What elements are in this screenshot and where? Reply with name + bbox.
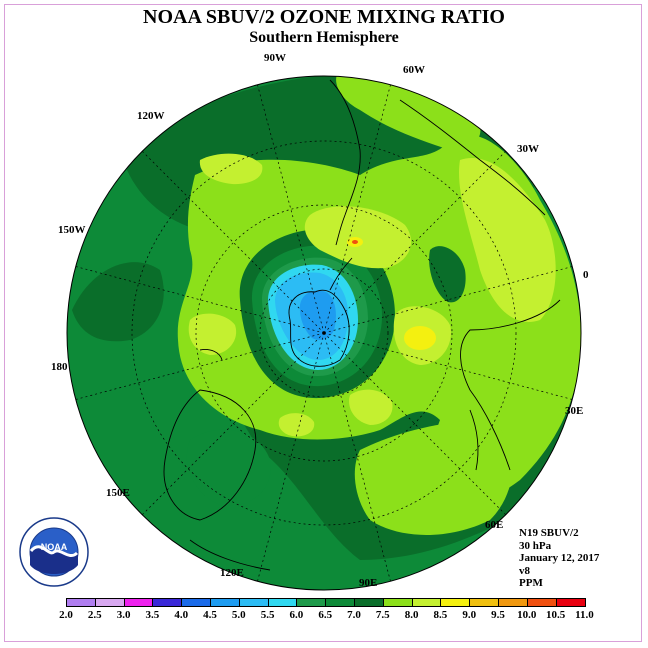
south-america-coast bbox=[329, 79, 361, 246]
lon-label-0: 0 bbox=[583, 269, 589, 281]
colorbar-swatch bbox=[95, 599, 125, 606]
colorbar-tick-label: 6.0 bbox=[289, 609, 304, 621]
ozone-level-7.5-north-patch bbox=[336, 76, 481, 150]
colorbar-tick-label: 8.5 bbox=[433, 609, 448, 621]
colorbar-tick-label: 10.5 bbox=[545, 609, 566, 621]
colorbar-tick-label: 3.0 bbox=[116, 609, 131, 621]
antarctic-peninsula bbox=[329, 257, 353, 291]
colorbar-swatch bbox=[498, 599, 528, 606]
noaa-logo: NOAA bbox=[19, 517, 89, 587]
lon-label-150w: 150W bbox=[58, 224, 86, 236]
info-satellite: N19 SBUV/2 bbox=[519, 527, 579, 539]
ozone-level-7.5-south-patch bbox=[354, 420, 513, 535]
latitude-ring-60 bbox=[195, 204, 453, 462]
ozone-level-7.0-west-pocket bbox=[72, 262, 164, 342]
colorbar-swatch bbox=[412, 599, 442, 606]
colorbar-tick-label: 2.0 bbox=[59, 609, 73, 621]
colorbar-swatch bbox=[383, 599, 413, 606]
latitude-ring-75 bbox=[259, 268, 389, 398]
info-version: v8 bbox=[519, 564, 530, 577]
map-title: NOAA SBUV/2 OZONE MIXING RATIO bbox=[143, 6, 505, 28]
latitude-ring-45 bbox=[131, 140, 517, 526]
info-level: 30 hPa bbox=[519, 539, 552, 552]
indonesia-coast bbox=[189, 539, 271, 571]
lon-label-120e: 120E bbox=[220, 567, 244, 579]
ozone-level-8.0-small bbox=[278, 413, 315, 437]
lon-label-30e: 30E bbox=[565, 405, 583, 417]
colorbar-tick-label: 7.5 bbox=[375, 609, 390, 621]
info-units: PPM bbox=[519, 577, 543, 589]
colorbar-tick-label: 9.5 bbox=[491, 609, 505, 621]
colorbar-ticks: 2.0 2.5 3.0 3.5 4.0 4.5 5.0 5.5 6.0 6.5 7.0 7.5 8.0 8… bbox=[52, 609, 612, 623]
colorbar-swatch bbox=[210, 599, 240, 606]
ozone-field bbox=[67, 76, 581, 590]
ozone-level-7.0-pocket bbox=[429, 246, 466, 303]
ozone-level-6.5-australia bbox=[186, 429, 271, 506]
colorbar-swatch bbox=[470, 599, 499, 606]
colorbar-tick-label: 2.5 bbox=[87, 609, 102, 621]
ozone-level-8.0-northwest bbox=[199, 153, 263, 185]
antarctica-coast bbox=[288, 289, 350, 367]
colorbar-tick-label: 10.0 bbox=[517, 609, 537, 621]
colorbar-tick-label: 6.5 bbox=[318, 609, 333, 621]
colorbar-swatch bbox=[67, 599, 96, 606]
colorbar-tick-label: 8.0 bbox=[404, 609, 419, 621]
colorbar bbox=[66, 598, 587, 607]
ozone-level-8.0-west bbox=[188, 313, 237, 355]
colorbar-tick-label: 4.0 bbox=[174, 609, 189, 621]
coastlines bbox=[163, 79, 561, 571]
colorbar-swatch bbox=[182, 599, 211, 606]
colorbar-swatch bbox=[268, 599, 298, 606]
lon-label-30w: 30W bbox=[517, 143, 539, 155]
longitude-labels: 90W 60W 30W 0 30E 60E 90E 120E 150E 180 … bbox=[51, 52, 589, 589]
lon-label-90e: 90E bbox=[359, 577, 377, 589]
ozone-level-4.5 bbox=[299, 290, 336, 340]
colorbar-tick-label: 3.5 bbox=[145, 609, 160, 621]
colorbar-swatch bbox=[153, 599, 183, 606]
colorbar-tick-label: 5.0 bbox=[231, 609, 246, 621]
ozone-level-10.0-dot bbox=[352, 240, 358, 244]
colorbar-tick-label: 4.5 bbox=[203, 609, 217, 621]
colorbar-swatch bbox=[527, 599, 557, 606]
lon-label-90w: 90W bbox=[264, 52, 286, 64]
colorbar-swatch bbox=[297, 599, 327, 606]
ozone-level-8.0-east bbox=[459, 158, 556, 322]
ozone-level-8.0-drake bbox=[304, 206, 412, 269]
colorbar-swatch bbox=[124, 599, 154, 606]
lon-label-180: 180 bbox=[51, 361, 68, 373]
africa-coast bbox=[460, 299, 561, 471]
ozone-level-8.5-spot bbox=[404, 326, 436, 350]
map-boundary bbox=[66, 75, 582, 591]
colorbar-swatch bbox=[441, 599, 471, 606]
graticule bbox=[75, 84, 573, 582]
colorbar-swatch bbox=[354, 599, 384, 606]
lon-label-120w: 120W bbox=[137, 110, 165, 122]
image-frame bbox=[4, 4, 642, 642]
new-zealand-coast bbox=[199, 349, 223, 361]
australia-coast bbox=[163, 389, 257, 521]
south-america-east-coast bbox=[399, 99, 546, 216]
map-subtitle: Southern Hemisphere bbox=[249, 29, 399, 46]
colorbar-swatch bbox=[556, 599, 586, 606]
colorbar-tick-label: 9.0 bbox=[462, 609, 477, 621]
map-info: N19 SBUV/2 30 hPa January 12, 2017 v8 PP… bbox=[519, 527, 599, 590]
ozone-level-8.0-south bbox=[349, 389, 393, 425]
lon-label-150e: 150E bbox=[106, 487, 130, 499]
colorbar-swatch bbox=[326, 599, 355, 606]
noaa-logo-text: NOAA bbox=[41, 542, 68, 552]
lon-label-60e: 60E bbox=[485, 519, 503, 531]
colorbar-swatch bbox=[239, 599, 269, 606]
info-date: January 12, 2017 bbox=[519, 552, 600, 564]
madagascar-coast bbox=[469, 409, 479, 471]
lon-label-60w: 60W bbox=[403, 64, 425, 76]
colorbar-tick-label: 11.0 bbox=[575, 609, 594, 621]
colorbar-tick-label: 5.5 bbox=[260, 609, 275, 621]
colorbar-tick-label: 7.0 bbox=[347, 609, 361, 621]
